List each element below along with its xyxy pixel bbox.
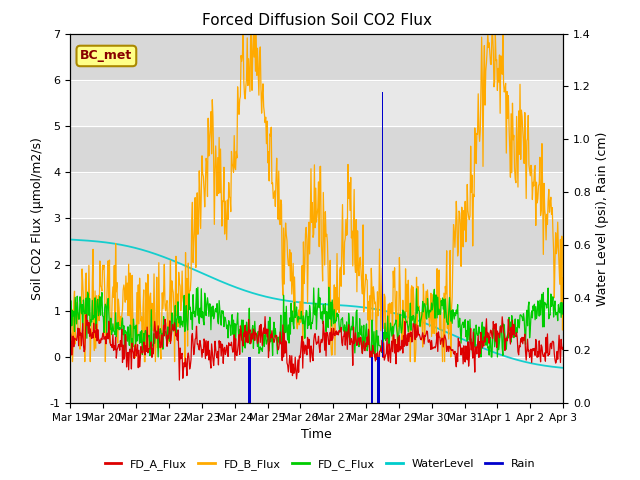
Legend: FD_A_Flux, FD_B_Flux, FD_C_Flux, WaterLevel, Rain: FD_A_Flux, FD_B_Flux, FD_C_Flux, WaterLe…: [100, 455, 540, 474]
Bar: [70, 80, 563, 126]
Text: BC_met: BC_met: [80, 49, 132, 62]
Y-axis label: Soil CO2 Flux (μmol/m2/s): Soil CO2 Flux (μmol/m2/s): [31, 137, 44, 300]
Title: Forced Diffusion Soil CO2 Flux: Forced Diffusion Soil CO2 Flux: [202, 13, 432, 28]
Bar: [70, 311, 563, 357]
Bar: [70, 218, 563, 264]
Bar: [70, 264, 563, 311]
Bar: [248, 357, 251, 457]
Y-axis label: Water Level (psi), Rain (cm): Water Level (psi), Rain (cm): [596, 131, 609, 306]
Bar: [70, 126, 563, 172]
Bar: [70, 172, 563, 218]
Bar: [70, 34, 563, 80]
Bar: [382, 92, 383, 357]
Bar: [70, 357, 563, 403]
X-axis label: Time: Time: [301, 429, 332, 442]
Bar: [371, 357, 374, 410]
Bar: [377, 357, 380, 431]
